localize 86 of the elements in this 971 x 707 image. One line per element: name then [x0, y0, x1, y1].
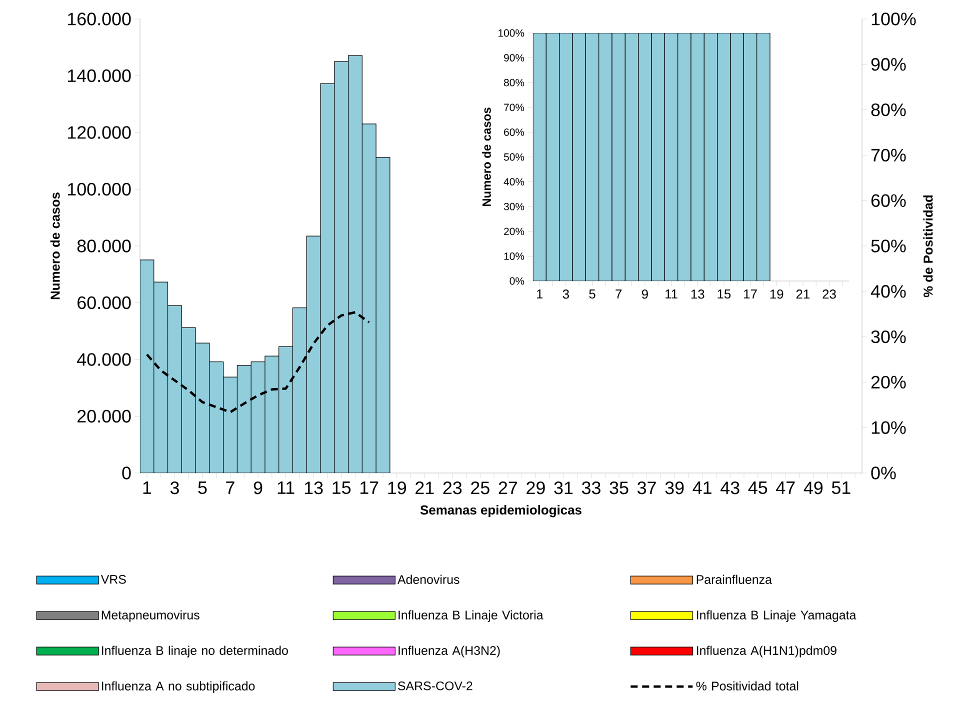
y-tick-label: 40% — [504, 178, 524, 186]
x-tick-label: 51 — [832, 482, 850, 494]
y-tick-label: 160.000 — [68, 12, 131, 26]
x-tick-label: 21 — [416, 482, 434, 494]
y2-tick-label: 40% — [870, 285, 906, 298]
legend-label: VRS — [100, 574, 126, 584]
y2-tick-label: 70% — [871, 148, 906, 162]
y-tick-label: 20.000 — [78, 410, 131, 423]
y-tick-label: 70% — [504, 104, 524, 112]
x-tick-label: 15 — [718, 290, 731, 299]
x-tick-label: 31 — [554, 482, 573, 494]
y-tick-label: 100% — [498, 29, 524, 37]
x-tick-label: 39 — [665, 482, 684, 494]
legend-label: Metapneumovirus — [102, 610, 200, 622]
x-tick-label: 47 — [776, 482, 795, 494]
x-tick-label: 17 — [744, 290, 757, 298]
y-tick-label: 140.000 — [68, 69, 131, 82]
x-tick-label: 33 — [582, 482, 600, 494]
x-tick-label: 25 — [471, 482, 490, 494]
x-tick-label: 1 — [536, 290, 543, 298]
x-tick-label: 11 — [278, 482, 294, 494]
x-tick-label: 13 — [691, 290, 704, 299]
y-tick-label: 120.000 — [68, 126, 131, 139]
x-tick-label: 19 — [388, 482, 406, 494]
legend-label: Adenovirus — [397, 574, 460, 584]
x-tick-label: 13 — [304, 482, 323, 494]
y-tick-label: 20% — [504, 228, 524, 236]
legend-label: Parainfluenza — [696, 574, 772, 584]
x-tick-label: 9 — [254, 482, 262, 494]
legend-label: Influenza B Linaje Yamagata — [696, 610, 856, 622]
legend-label: Influenza A(H1N1)pdm09 — [696, 646, 836, 658]
x-tick-label: 23 — [443, 482, 462, 494]
y2-tick-label: 50% — [871, 240, 906, 252]
x-tick-label: 19 — [770, 290, 784, 299]
x-tick-label: 35 — [610, 482, 628, 494]
line-series — [146, 311, 370, 414]
y2-tick-label: 100% — [872, 12, 916, 26]
x-tick-label: 23 — [822, 290, 836, 299]
y2-tick-label: 20% — [871, 376, 906, 389]
y-tick-label: 40.000 — [77, 353, 131, 366]
x-tick-label: 7 — [226, 482, 234, 494]
x-tick-label: 37 — [638, 482, 656, 494]
legend-label: Influenza B linaje no determinado — [102, 646, 288, 658]
y-tick-label: 80.000 — [77, 240, 131, 252]
y-tick-label: 60% — [504, 128, 524, 136]
y2-tick-label: 0% — [871, 466, 896, 480]
y-tick-label: 0 — [122, 466, 131, 480]
x-tick-label: 27 — [498, 482, 518, 494]
y-axis-title: Numero de casos — [50, 192, 60, 300]
x-tick-label: 9 — [642, 290, 648, 299]
x-tick-label: 17 — [360, 482, 378, 494]
y-tick-label: 0% — [510, 277, 524, 285]
x-tick-label: 3 — [562, 290, 569, 299]
y-axis-title: Numero de casos — [482, 108, 491, 206]
x-tick-label: 21 — [796, 290, 810, 299]
y-tick-label: 100.000 — [68, 182, 131, 196]
legend-label: % Positividad total — [696, 681, 798, 690]
y-tick-label: 30% — [504, 202, 524, 210]
y2-tick-label: 80% — [871, 103, 906, 116]
legend-label: Influenza B Linaje Victoria — [398, 610, 544, 622]
y2-tick-label: 60% — [871, 194, 906, 207]
x-axis-title: Semanas epidemiologicas — [420, 505, 582, 518]
y2-tick-label: 30% — [871, 330, 906, 344]
x-tick-label: 11 — [666, 290, 678, 298]
x-tick-label: 7 — [616, 290, 622, 298]
x-tick-label: 41 — [692, 482, 712, 494]
legend-label: SARS-COV-2 — [398, 681, 472, 690]
y2-tick-label: 10% — [872, 421, 906, 434]
x-tick-label: 5 — [198, 482, 207, 494]
x-tick-label: 15 — [332, 482, 351, 494]
y-tick-label: 80% — [504, 78, 524, 86]
y-tick-label: 50% — [504, 153, 524, 161]
x-tick-label: 43 — [720, 482, 740, 494]
x-tick-label: 45 — [748, 482, 768, 494]
x-tick-label: 5 — [589, 290, 596, 299]
x-tick-label: 29 — [526, 482, 545, 494]
x-tick-label: 1 — [143, 482, 152, 494]
x-tick-label: 3 — [170, 482, 179, 494]
y-tick-label: 10% — [504, 252, 524, 260]
y-tick-label: 60.000 — [78, 296, 131, 310]
legend-label: Influenza A(H3N2) — [398, 646, 500, 658]
y-tick-label: 90% — [504, 54, 524, 62]
x-tick-label: 49 — [804, 482, 823, 494]
legend-label: Influenza A no subtipificado — [102, 681, 255, 693]
y2-axis-title: % de Positividad — [923, 195, 933, 298]
y2-tick-label: 90% — [871, 58, 906, 71]
